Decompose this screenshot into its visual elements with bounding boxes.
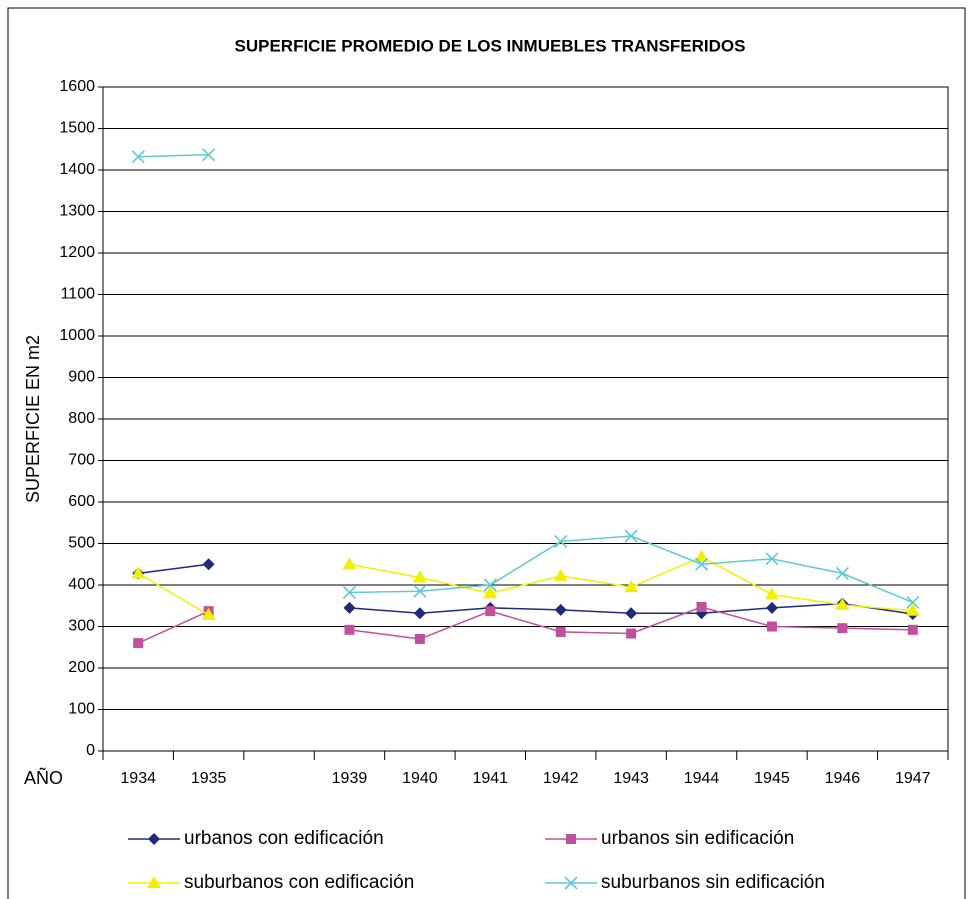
marker — [131, 566, 146, 579]
marker — [764, 587, 779, 600]
legend-label: suburbanos sin edificación — [601, 872, 825, 893]
marker — [626, 628, 637, 639]
y-tick-label: 1100 — [61, 286, 96, 303]
y-tick-label: 1300 — [59, 203, 95, 220]
marker — [694, 549, 709, 562]
marker — [483, 578, 497, 592]
marker — [564, 876, 578, 890]
marker — [835, 566, 849, 580]
marker — [624, 529, 638, 543]
marker — [837, 623, 848, 634]
marker — [905, 603, 920, 616]
series-line — [138, 153, 209, 158]
legend-label: urbanos sin edificación — [601, 828, 794, 849]
x-tick-label: 1939 — [332, 770, 368, 787]
marker — [625, 607, 638, 620]
y-axis-label: SUPERFICIE EN m2 — [23, 335, 43, 503]
x-tick-label: 1945 — [754, 770, 790, 787]
y-tick-label: 200 — [68, 659, 95, 676]
marker — [554, 603, 567, 616]
marker — [147, 876, 161, 888]
legend-label: urbanos con edificación — [184, 828, 384, 849]
marker — [133, 638, 144, 649]
y-tick-label: 1000 — [59, 327, 95, 344]
y-tick-label: 900 — [68, 369, 95, 386]
marker — [131, 150, 145, 164]
series-line — [138, 563, 209, 575]
marker — [202, 558, 215, 571]
marker — [766, 621, 777, 632]
marker — [413, 607, 426, 620]
y-tick-label: 400 — [68, 576, 95, 593]
y-tick-label: 100 — [68, 701, 95, 718]
marker — [553, 568, 568, 581]
y-tick-label: 800 — [68, 410, 95, 427]
marker — [907, 624, 918, 635]
marker — [342, 585, 357, 600]
marker — [554, 534, 568, 548]
marker — [344, 624, 355, 635]
marker — [412, 570, 427, 583]
y-tick-label: 700 — [68, 452, 95, 469]
x-tick-label: 1944 — [684, 770, 720, 787]
marker — [342, 557, 357, 570]
marker — [414, 633, 425, 644]
y-tick-label: 1600 — [59, 78, 95, 95]
x-tick-label: 1947 — [895, 770, 931, 787]
marker — [555, 626, 566, 637]
x-axis-label: AÑO — [24, 767, 63, 788]
marker — [566, 834, 576, 844]
marker — [485, 606, 496, 617]
marker — [906, 595, 920, 609]
marker — [483, 586, 498, 599]
marker — [413, 584, 427, 598]
marker — [765, 601, 778, 614]
marker — [201, 607, 216, 620]
x-tick-label: 1934 — [120, 770, 156, 787]
y-tick-label: 1200 — [59, 244, 95, 261]
x-tick-label: 1941 — [472, 770, 508, 787]
chart-title: SUPERFICIE PROMEDIO DE LOS INMUEBLES TRA… — [235, 36, 746, 55]
series-line — [137, 572, 210, 616]
x-tick-label: 1935 — [191, 770, 227, 787]
marker — [624, 580, 639, 593]
marker — [696, 601, 707, 612]
legend-label: suburbanos con edificación — [184, 872, 414, 893]
x-tick-label: 1940 — [402, 770, 438, 787]
y-tick-label: 1500 — [59, 120, 95, 137]
marker — [694, 557, 709, 571]
y-tick-label: 500 — [68, 535, 95, 552]
y-tick-label: 0 — [86, 742, 95, 759]
y-tick-label: 600 — [68, 493, 95, 510]
series-line — [137, 610, 209, 644]
y-tick-label: 300 — [68, 618, 95, 635]
x-tick-label: 1946 — [825, 770, 861, 787]
marker — [835, 597, 850, 610]
marker — [343, 601, 356, 614]
marker — [202, 148, 216, 162]
marker — [765, 552, 779, 566]
marker — [148, 833, 160, 845]
x-tick-label: 1942 — [543, 770, 579, 787]
x-tick-label: 1943 — [613, 770, 649, 787]
y-tick-label: 1400 — [59, 161, 95, 178]
